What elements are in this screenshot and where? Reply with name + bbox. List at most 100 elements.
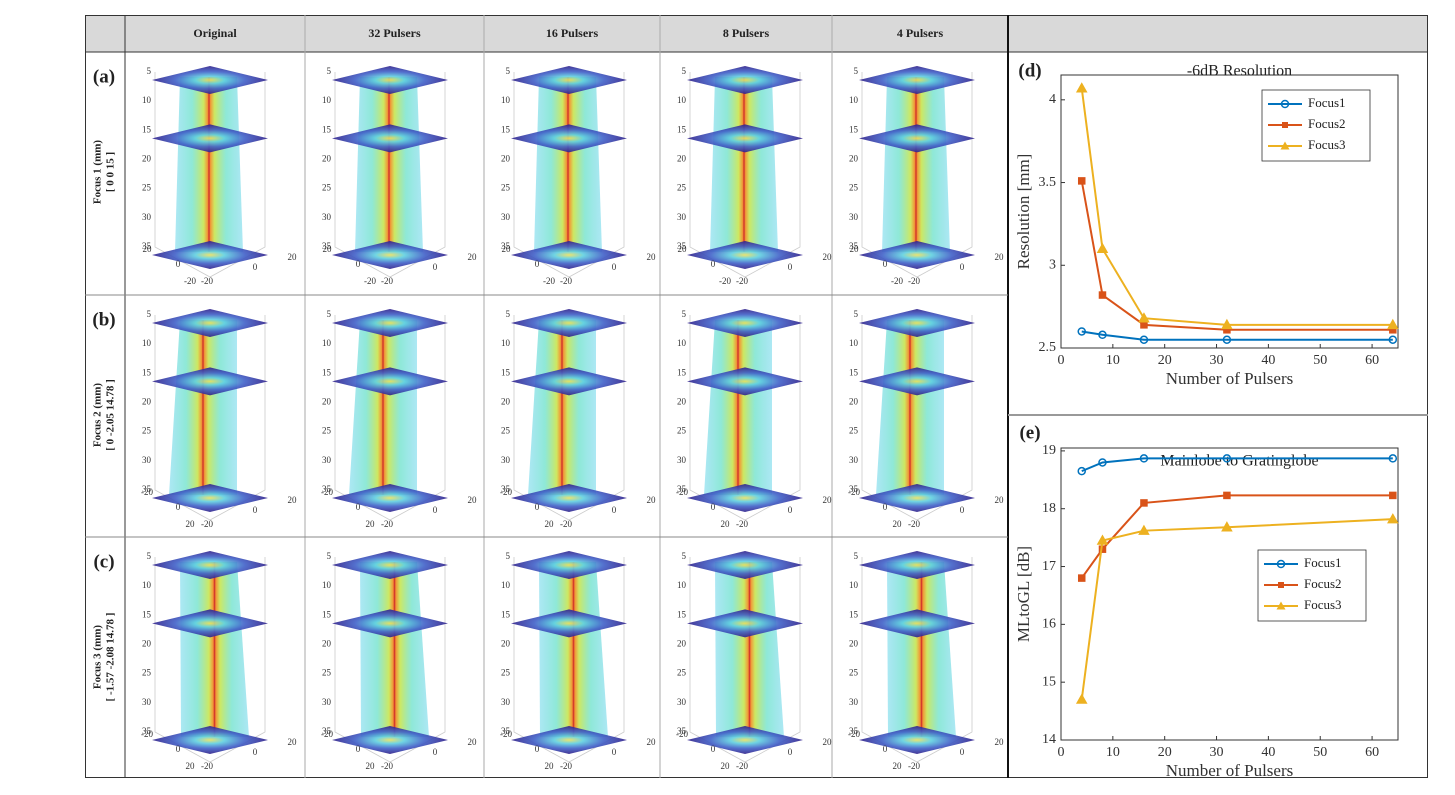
z-tick-label: 30 xyxy=(322,697,332,707)
beam xyxy=(887,562,956,737)
z-tick-label: 35 xyxy=(501,241,511,251)
z-tick-label: 5 xyxy=(147,551,152,561)
legend-marker xyxy=(1280,99,1290,109)
z-tick-label: 30 xyxy=(501,697,511,707)
slice xyxy=(511,309,627,337)
axis-frame xyxy=(689,315,801,521)
point xyxy=(1388,454,1398,463)
point xyxy=(1140,321,1148,329)
x-tick-label: -20 xyxy=(891,276,903,286)
z-tick-label: 35 xyxy=(322,484,332,494)
z-tick-label: 30 xyxy=(142,212,152,222)
z-tick-label: 30 xyxy=(849,697,859,707)
y-tick-label: -20 xyxy=(560,276,572,286)
z-tick-label: 15 xyxy=(322,367,332,377)
y-tick-label: -20 xyxy=(736,519,748,529)
y-tick-label: 14 xyxy=(1042,732,1056,747)
x-tick-label: 0 xyxy=(176,259,181,269)
z-tick-label: 10 xyxy=(849,338,859,348)
point xyxy=(1077,327,1086,336)
axis-frame xyxy=(861,315,973,521)
y-tick-label: 0 xyxy=(612,505,617,515)
z-tick-label: 20 xyxy=(849,154,859,164)
slice xyxy=(687,241,803,269)
z-tick-label: 35 xyxy=(501,484,511,494)
z-tick-label: 25 xyxy=(142,183,152,193)
y-tick-label: 19 xyxy=(1042,443,1056,458)
point xyxy=(1221,318,1233,330)
slice xyxy=(152,241,268,269)
slice xyxy=(859,609,975,638)
panel-label: (a) xyxy=(93,66,115,87)
point xyxy=(1221,521,1233,532)
z-tick-label: 25 xyxy=(142,668,152,678)
x-tick-label: 0 xyxy=(535,744,540,754)
point xyxy=(1387,318,1399,330)
y-tick-label: 20 xyxy=(647,737,657,747)
point xyxy=(1075,693,1088,704)
slice xyxy=(332,484,448,512)
x-tick-label: 10 xyxy=(1106,353,1120,368)
panel-label: (d) xyxy=(1018,60,1041,81)
column-header: 4 Pulsers xyxy=(897,26,944,40)
slice xyxy=(859,484,975,512)
legend-label: Focus3 xyxy=(1304,597,1342,612)
x-tick-label: -20 xyxy=(500,487,512,497)
x-tick-label: -20 xyxy=(848,729,860,739)
beam xyxy=(876,320,944,495)
legend-label: Focus1 xyxy=(1308,95,1346,110)
slice xyxy=(332,66,448,94)
point xyxy=(1138,524,1150,535)
y-tick-label: -20 xyxy=(736,276,748,286)
header-band xyxy=(85,15,1428,52)
y-tick-label: -20 xyxy=(736,761,748,771)
x-tick-label: 20 xyxy=(893,761,903,771)
slice xyxy=(152,66,268,94)
slice xyxy=(687,124,803,153)
beam xyxy=(715,562,784,737)
x-tick-label: -20 xyxy=(141,729,153,739)
z-tick-label: 15 xyxy=(849,609,859,619)
z-tick-label: 5 xyxy=(147,309,152,319)
legend-label: Focus2 xyxy=(1308,116,1346,131)
y-tick-label: -20 xyxy=(560,761,572,771)
axis-frame xyxy=(861,72,973,278)
x-tick-label: 0 xyxy=(356,259,361,269)
x-tick-label: -20 xyxy=(676,729,688,739)
panel-label: (c) xyxy=(93,551,114,572)
y-tick-label: 0 xyxy=(433,262,438,272)
y-tick-label: 20 xyxy=(647,495,657,505)
x-tick-label: -20 xyxy=(719,276,731,286)
point xyxy=(1388,335,1398,344)
z-tick-label: 25 xyxy=(142,426,152,436)
z-tick-label: 5 xyxy=(854,66,859,76)
x-tick-label: -20 xyxy=(141,487,153,497)
z-tick-label: 25 xyxy=(677,426,687,436)
z-tick-label: 10 xyxy=(849,95,859,105)
legend-label: Focus2 xyxy=(1304,576,1342,591)
axis-frame xyxy=(334,557,446,763)
z-tick-label: 35 xyxy=(849,726,859,736)
axis-frame xyxy=(689,72,801,278)
chart: 0 10 20 30 40 50 60 2.5 3 3.5 4 -6dB Resolution (d) N… xyxy=(1014,60,1399,388)
z-tick-label: 5 xyxy=(682,309,687,319)
z-tick-label: 5 xyxy=(147,66,152,76)
z-tick-label: 10 xyxy=(142,580,152,590)
chart-title: Mainlobe to Gratinglobe xyxy=(1160,453,1318,470)
y-tick-label: 0 xyxy=(612,262,617,272)
slice xyxy=(859,726,975,754)
z-tick-label: 5 xyxy=(682,551,687,561)
slice xyxy=(511,241,627,269)
z-tick-label: 25 xyxy=(677,668,687,678)
x-tick-label: 20 xyxy=(502,244,512,254)
point xyxy=(1077,574,1086,582)
row-label: Focus 2 (mm) xyxy=(92,383,104,447)
y-tick-label: 20 xyxy=(823,495,833,505)
z-tick-label: 5 xyxy=(506,551,511,561)
y-tick-label: -20 xyxy=(560,519,572,529)
